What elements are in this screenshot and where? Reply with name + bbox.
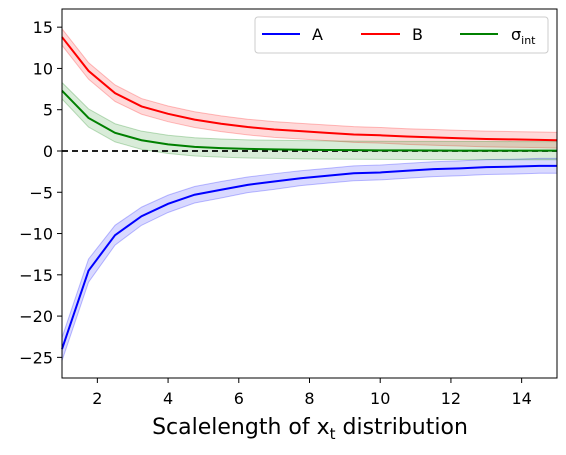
- line-series-2: [61, 90, 557, 152]
- x-tick-label: 14: [511, 389, 531, 408]
- x-tick-label: 12: [441, 389, 461, 408]
- band-series-0: [61, 157, 558, 361]
- legend-label-sigma-sub: int: [521, 34, 536, 47]
- series-lines: [61, 36, 558, 350]
- y-tick-label: 15: [33, 18, 53, 37]
- x-tick-label: 8: [304, 389, 314, 408]
- line-series-1: [61, 36, 558, 142]
- x-axis-label-tail: distribution: [336, 415, 468, 440]
- y-tick-label: −10: [19, 225, 53, 244]
- band-series-2: [61, 81, 558, 161]
- legend-label-sigma-main: σ: [511, 25, 521, 44]
- confidence-bands: [61, 27, 558, 361]
- y-tick-label: −25: [19, 348, 53, 367]
- x-tick-label: 4: [163, 389, 173, 408]
- y-tick-label: −5: [29, 183, 53, 202]
- x-axis-label: Scalelength of xt distribution: [152, 415, 468, 443]
- y-tick-label: 5: [43, 101, 53, 120]
- y-tick-label: 10: [33, 59, 53, 78]
- x-tick-label: 10: [370, 389, 390, 408]
- x-tick-label: 2: [92, 389, 102, 408]
- plot-frame: [61, 8, 558, 379]
- legend: A B σint: [254, 16, 549, 54]
- legend-label-sigma: σint: [511, 25, 536, 47]
- x-axis: 2 4 6 8 10 12 14: [92, 378, 532, 408]
- line-series-0: [61, 164, 557, 350]
- y-tick-label: −20: [19, 307, 53, 326]
- x-tick-label: 6: [234, 389, 244, 408]
- y-tick-label: 0: [43, 142, 53, 161]
- legend-label-a: A: [312, 25, 323, 44]
- y-axis: 15 10 5 0 −5 −10 −15 −20 −25: [19, 18, 62, 367]
- x-axis-label-main: Scalelength of x: [152, 415, 330, 440]
- legend-label-b: B: [412, 25, 423, 44]
- y-tick-label: −15: [19, 266, 53, 285]
- x-axis-label-subscript: t: [330, 425, 336, 443]
- legend-frame: [254, 16, 549, 54]
